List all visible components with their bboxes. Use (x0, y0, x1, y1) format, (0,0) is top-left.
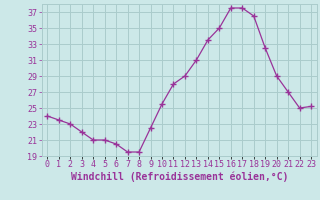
X-axis label: Windchill (Refroidissement éolien,°C): Windchill (Refroidissement éolien,°C) (70, 172, 288, 182)
